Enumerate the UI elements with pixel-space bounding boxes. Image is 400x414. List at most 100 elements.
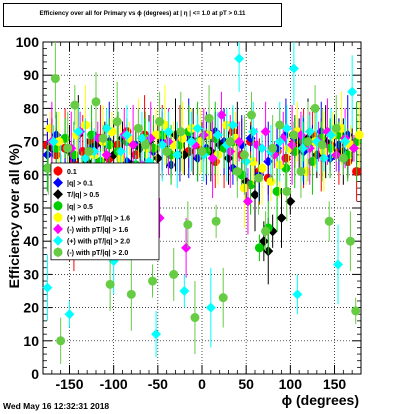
data-point: [162, 147, 172, 157]
data-point: [56, 336, 66, 346]
data-point: [234, 53, 245, 64]
x-tick-label: -100: [100, 376, 128, 392]
legend-label: |q| > 0.1: [67, 181, 93, 188]
data-point: [192, 123, 203, 134]
data-point: [295, 129, 306, 140]
data-point: [50, 74, 60, 84]
y-tick-label: 20: [23, 300, 39, 316]
legend-label: (-) with pT/|q| > 1.6: [67, 227, 128, 234]
data-point: [115, 146, 126, 157]
data-point: [296, 166, 306, 176]
data-point: [211, 216, 221, 226]
data-point: [169, 269, 179, 279]
data-point: [351, 306, 361, 316]
x-tick-label: -50: [148, 376, 168, 392]
data-point: [183, 220, 193, 230]
data-point: [347, 86, 358, 97]
data-point: [331, 123, 341, 133]
legend-label: |q| > 0.5: [67, 204, 93, 211]
legend-label: (+) with pT/|q| > 1.6: [67, 215, 130, 222]
data-point: [126, 289, 136, 299]
data-point: [348, 143, 359, 154]
data-point: [91, 97, 101, 107]
data-point: [63, 143, 73, 153]
y-tick-label: 80: [23, 100, 39, 116]
data-point: [112, 117, 122, 127]
x-tick-label: -150: [55, 376, 83, 392]
data-point: [250, 189, 260, 200]
data-point: [140, 140, 150, 150]
data-point: [257, 143, 268, 154]
y-tick-label: 100: [16, 34, 40, 50]
data-point: [288, 63, 299, 74]
y-tick-label: 40: [23, 233, 39, 249]
data-point: [282, 186, 292, 196]
data-point: [340, 136, 351, 147]
data-point: [43, 163, 53, 173]
data-point: [289, 130, 299, 140]
data-point: [133, 123, 143, 133]
data-point: [338, 153, 348, 163]
legend: 0.1 |q| > 0.1 T/|q| > 0.5 |q| > 0.5 (+) with…: [50, 162, 160, 261]
legend-label: 0.1: [67, 169, 77, 176]
data-point: [254, 243, 264, 253]
data-point: [101, 123, 112, 134]
legend-label: (+) with pT/|q| > 2.0: [67, 239, 130, 246]
data-point: [84, 147, 94, 157]
x-tick-label: 50: [238, 376, 254, 392]
data-point: [216, 110, 227, 121]
data-point: [258, 236, 269, 247]
data-point: [354, 130, 364, 140]
x-tick-label: 0: [198, 376, 206, 392]
data-point: [287, 139, 298, 150]
legend-box: [50, 162, 160, 261]
data-point: [48, 136, 59, 147]
y-tick-label: 60: [23, 167, 39, 183]
y-axis-label: Efficiency over all (%): [6, 144, 22, 289]
data-point: [172, 149, 183, 160]
data-point: [232, 166, 242, 176]
data-point: [292, 289, 303, 300]
data-point: [246, 110, 256, 120]
data-point: [324, 216, 334, 226]
y-tick-label: 30: [23, 266, 39, 282]
data-point: [297, 143, 308, 154]
data-point: [325, 129, 336, 140]
data-point: [155, 117, 165, 127]
timestamp: Wed May 16 12:32:31 2018: [3, 401, 110, 411]
y-tick-label: 10: [23, 333, 39, 349]
data-point: [179, 286, 190, 296]
data-point: [212, 129, 223, 140]
data-point: [190, 313, 200, 323]
data-point: [163, 126, 174, 137]
data-point: [318, 153, 329, 164]
data-point: [254, 173, 264, 183]
y-tick-label: 90: [23, 67, 39, 83]
data-point: [234, 136, 245, 147]
axis-ticks: 0 10 20 30 40 50 60 70 80 90 100 -150 -100 -50 0 50 100 1…: [16, 34, 361, 392]
data-point: [186, 136, 197, 147]
y-tick-label: 0: [31, 366, 39, 382]
data-point: [304, 126, 315, 137]
x-tick-label: 100: [279, 376, 303, 392]
data-point: [145, 133, 156, 144]
data-point: [242, 196, 253, 207]
data-point: [333, 259, 344, 270]
y-tick-label: 70: [23, 134, 39, 150]
title-box: Efficiency over all for Primary vs ϕ (de…: [3, 3, 282, 27]
data-point: [261, 226, 271, 236]
data-point: [225, 137, 235, 147]
data-point: [275, 120, 285, 130]
y-tick-label: 50: [23, 200, 39, 216]
data-point: [345, 236, 355, 246]
x-tick-label: 150: [323, 376, 347, 392]
data-point: [151, 329, 162, 340]
data-point: [54, 137, 64, 147]
data-point: [121, 129, 132, 140]
data-point: [176, 127, 186, 137]
data-point: [276, 212, 287, 223]
data-point: [181, 242, 192, 253]
data-point: [128, 139, 139, 150]
data-point: [266, 176, 276, 186]
